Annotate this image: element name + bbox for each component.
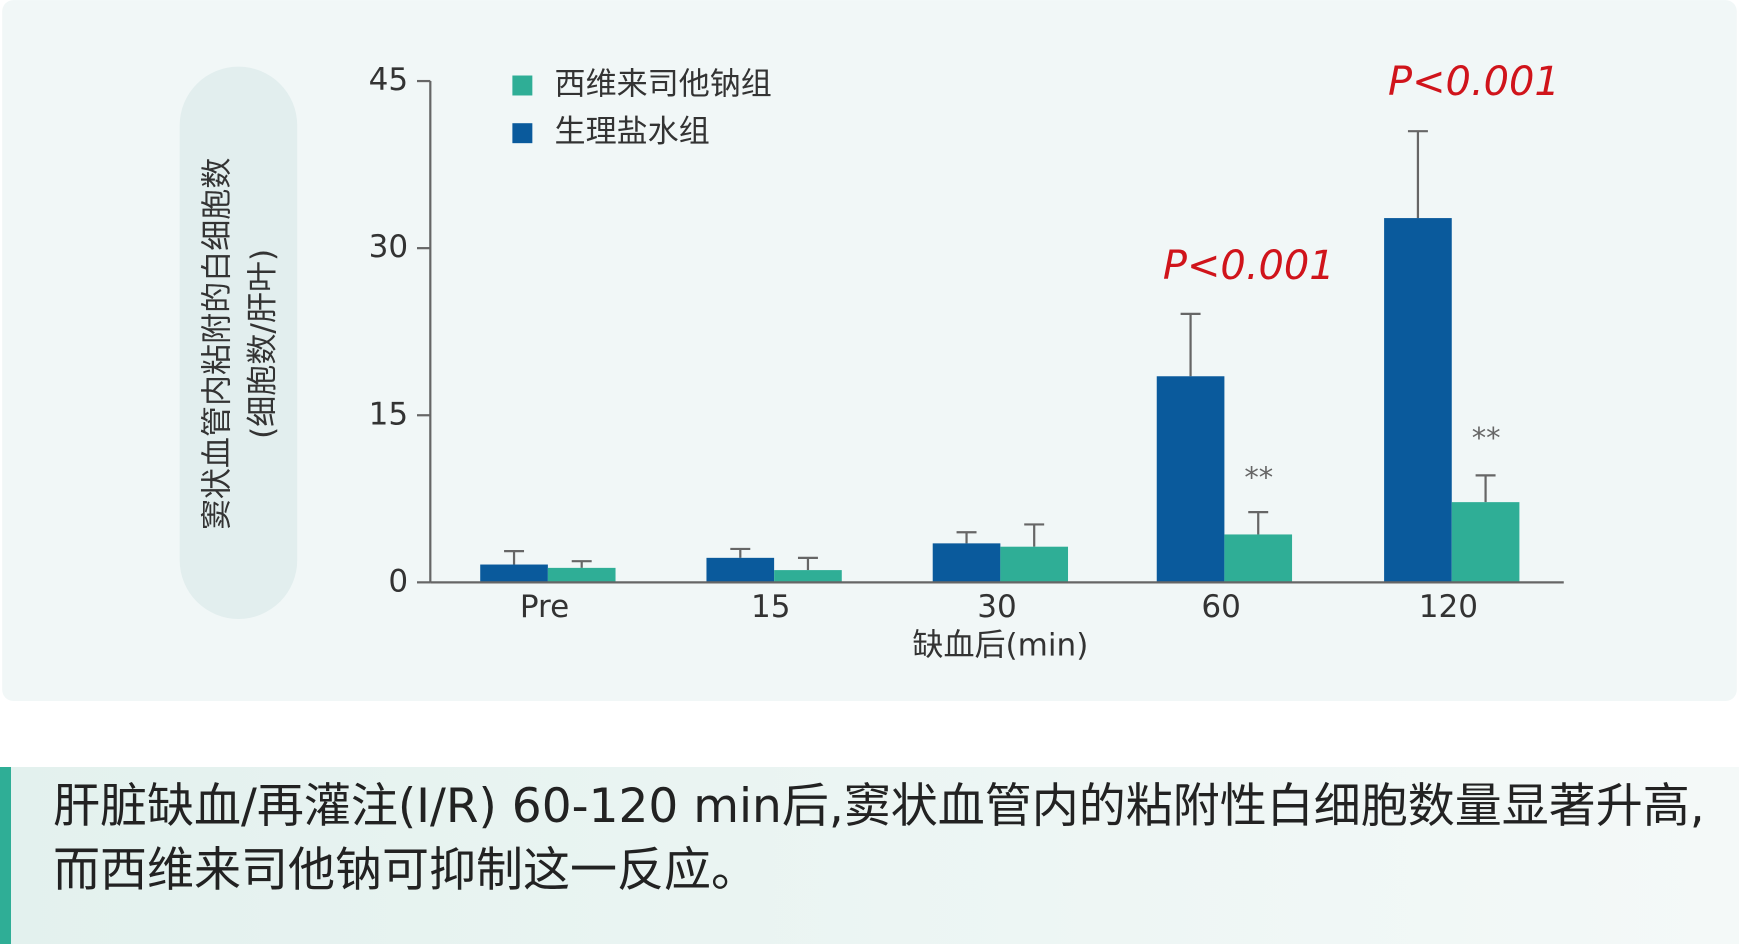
- x-axis-label: 缺血后(min): [912, 628, 1088, 664]
- caption: 肝脏缺血/再灌注(I/R) 60-120 min后,窦状血管内的粘附性白细胞数量…: [0, 767, 1739, 944]
- y-axis-label: (细胞数/肝叶): [245, 249, 281, 439]
- x-tick-label: 120: [1419, 589, 1478, 625]
- annotation: P<0.001: [1388, 59, 1560, 105]
- x-tick-label: Pre: [520, 589, 569, 625]
- bar: [480, 564, 548, 583]
- bar: [1156, 376, 1225, 583]
- y-label-panel: [179, 66, 298, 619]
- legend-swatch: [512, 75, 533, 96]
- legend-label: 生理盐水组: [555, 114, 710, 150]
- bar: [1451, 502, 1520, 583]
- annotation: P<0.001: [1163, 243, 1335, 289]
- bar: [1224, 534, 1293, 583]
- x-tick-label: 15: [751, 589, 791, 625]
- bar: [547, 567, 616, 583]
- x-tick-label: 30: [977, 589, 1017, 625]
- bar: [706, 557, 775, 583]
- bar: [932, 543, 1001, 583]
- chart-panel: [2, 0, 1737, 702]
- legend-swatch: [512, 123, 533, 144]
- y-axis-label: 窦状血管内粘附的白细胞数: [199, 158, 235, 531]
- y-tick-label: 45: [369, 62, 409, 98]
- bar: [774, 570, 842, 583]
- y-tick-label: 0: [388, 563, 408, 599]
- annotation: **: [1244, 460, 1273, 494]
- annotation: **: [1472, 420, 1501, 454]
- bar: [1000, 546, 1069, 583]
- bar: [1384, 218, 1452, 583]
- y-tick-label: 15: [369, 396, 409, 432]
- x-tick-label: 60: [1201, 589, 1241, 625]
- legend-label: 西维来司他钠组: [555, 66, 772, 102]
- y-tick-label: 30: [369, 229, 409, 265]
